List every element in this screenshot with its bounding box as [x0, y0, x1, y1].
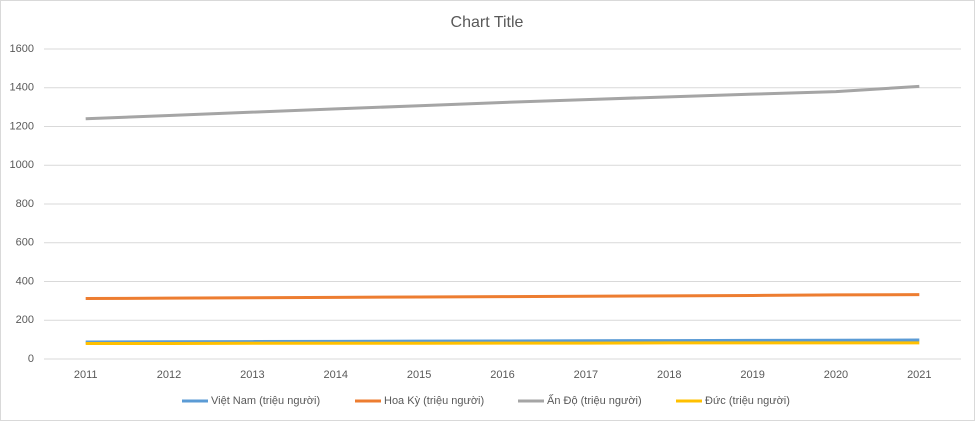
legend-label: Ấn Độ (triệu người) — [547, 394, 642, 407]
y-tick-label: 1200 — [10, 120, 34, 132]
x-tick-label: 2019 — [740, 369, 764, 381]
y-tick-label: 0 — [28, 353, 34, 365]
x-tick-label: 2015 — [407, 369, 431, 381]
y-tick-label: 400 — [16, 275, 34, 287]
x-tick-label: 2014 — [324, 369, 348, 381]
data-line — [85, 338, 920, 344]
x-tick-label: 2020 — [824, 369, 848, 381]
x-tick-label: 2012 — [157, 369, 181, 381]
x-tick-label: 2021 — [907, 369, 931, 381]
x-tick-label: 2013 — [240, 369, 264, 381]
y-tick-label: 1400 — [10, 82, 34, 94]
x-tick-label: 2017 — [574, 369, 598, 381]
data-line — [85, 341, 920, 345]
y-tick-label: 1600 — [10, 43, 34, 55]
x-tick-label: 2011 — [74, 369, 98, 381]
y-tick-label: 600 — [16, 237, 34, 249]
data-line — [85, 293, 920, 301]
x-tick-label: 2018 — [657, 369, 681, 381]
y-tick-label: 200 — [16, 314, 34, 326]
y-tick-label: 800 — [16, 198, 34, 210]
legend-label: Hoa Kỳ (triệu người) — [384, 395, 484, 407]
legend-label: Việt Nam (triệu người) — [211, 395, 320, 407]
data-line — [85, 84, 920, 121]
x-tick-label: 2016 — [490, 369, 514, 381]
y-tick-label: 1000 — [10, 159, 34, 171]
legend-label: Đức (triệu người) — [705, 395, 790, 407]
chart-title: Chart Title — [451, 14, 524, 31]
